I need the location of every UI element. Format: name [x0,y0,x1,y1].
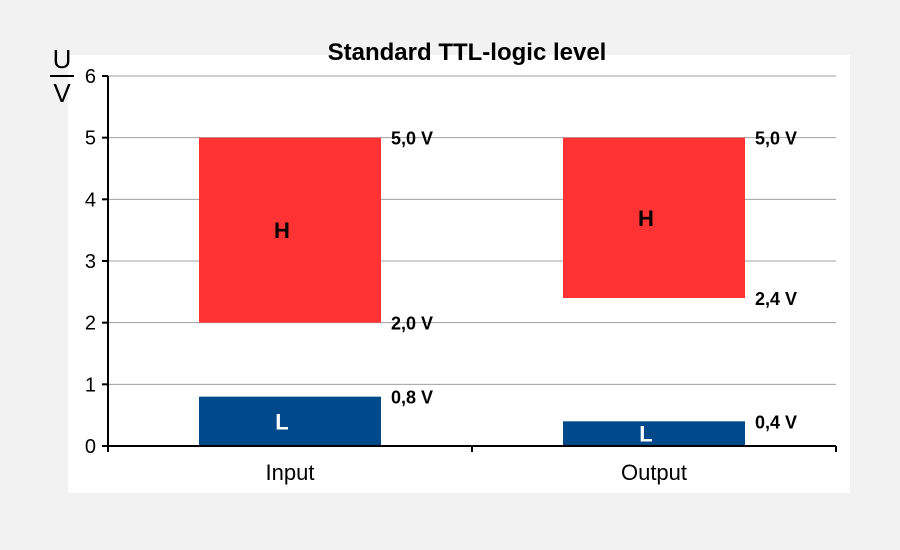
range-bar-h [563,137,745,298]
y-axis-label-bottom: V [53,78,71,108]
y-tick-label: 5 [85,128,96,150]
x-category-label: Input [266,460,315,485]
y-tick-label: 3 [85,251,96,273]
y-tick-label: 6 [85,66,96,88]
range-bars [199,137,745,446]
x-category-label: Output [621,460,687,485]
chart-title: Standard TTL-logic level [328,39,607,66]
bar-bottom-value-label: 2,4 V [755,289,797,309]
bar-level-label: L [275,409,288,434]
bar-top-value-label: 5,0 V [755,129,797,149]
tick-and-value-labels: 0 1 2 3 4 5 6 Input Output L 0,8 V L 0,4 V H 5,0 V 2,0 … [85,66,797,485]
bar-top-value-label: 0,4 V [755,412,797,432]
range-bar-l [563,421,745,446]
y-tick-label: 1 [85,374,96,396]
bar-level-label: H [274,218,290,243]
y-axis-label-top: U [53,44,72,74]
bar-level-label: H [638,206,654,231]
bar-level-label: L [639,422,652,447]
bar-bottom-value-label: 2,0 V [391,314,433,334]
bar-top-value-label: 5,0 V [391,129,433,149]
bar-top-value-label: 0,8 V [391,388,433,408]
y-tick-label: 4 [85,189,96,211]
y-tick-label: 0 [85,436,96,458]
range-bar-l [199,396,381,446]
range-bar-h [199,137,381,323]
axes [102,75,837,452]
y-tick-label: 2 [85,313,96,335]
